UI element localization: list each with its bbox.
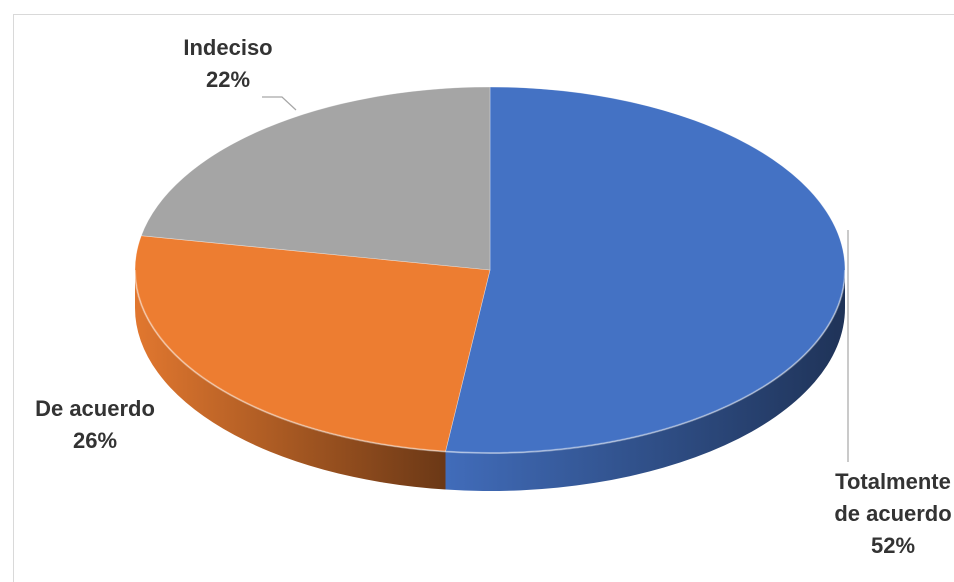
slice-percent-label-0: 52% bbox=[871, 533, 915, 558]
slice-side-1 bbox=[135, 270, 446, 490]
slice-percent-label-2: 22% bbox=[206, 67, 250, 92]
slice-name-label-1: De acuerdo bbox=[35, 396, 155, 421]
slice-name-label-0: de acuerdo bbox=[834, 501, 951, 526]
leader-line-2 bbox=[262, 96, 297, 111]
rim-highlight bbox=[134, 269, 846, 454]
slices-layer bbox=[134, 86, 846, 491]
slice-percent-label-1: 26% bbox=[73, 428, 117, 453]
slice-0[interactable] bbox=[445, 86, 846, 454]
slice-2[interactable] bbox=[140, 86, 491, 271]
slice-name-label-0: Totalmente bbox=[835, 469, 951, 494]
slice-side-0 bbox=[445, 270, 845, 491]
slice-name-label-2: Indeciso bbox=[183, 35, 272, 60]
slice-1[interactable] bbox=[134, 235, 491, 452]
labels-layer: Totalmente de acuerdo 52% De acuerdo 26% Inde… bbox=[35, 35, 952, 558]
